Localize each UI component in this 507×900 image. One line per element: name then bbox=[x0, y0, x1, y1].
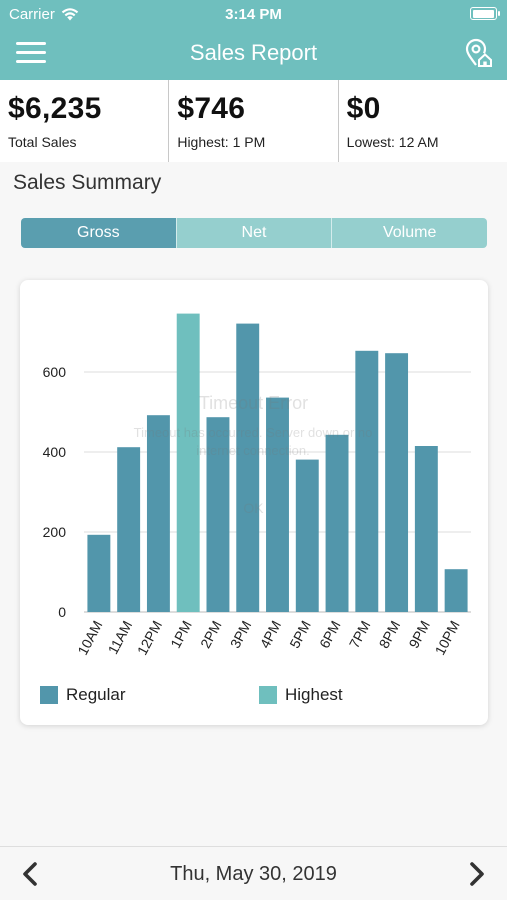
x-tick-label-10AM: 10AM bbox=[74, 618, 105, 658]
stats-row: $6,235 Total Sales $746 Highest: 1 PM $0… bbox=[0, 80, 507, 162]
x-tick-label-12PM: 12PM bbox=[134, 618, 165, 658]
bar-regular-7PM bbox=[355, 350, 379, 612]
x-tick-label-4PM: 4PM bbox=[257, 618, 285, 651]
bar-regular-6PM bbox=[325, 434, 349, 612]
bar-regular-9PM bbox=[414, 446, 438, 612]
legend-swatch-regular bbox=[40, 686, 58, 704]
x-tick-label-11AM: 11AM bbox=[104, 618, 135, 657]
nav-bar: Sales Report bbox=[0, 30, 507, 78]
x-tick-label-7PM: 7PM bbox=[346, 618, 374, 651]
chart-card: 0 200 400 600 10AM 11AM 12PM 1PM 2PM 3PM 4PM 5PM 6PM… bbox=[20, 280, 488, 725]
bar-regular-10AM bbox=[87, 534, 111, 612]
bar-regular-10PM bbox=[444, 569, 468, 612]
segmented-control: Gross Net Volume bbox=[21, 218, 487, 248]
page-title: Sales Report bbox=[189, 40, 318, 65]
x-tick-label-9PM: 9PM bbox=[405, 618, 433, 651]
x-tick-label-1PM: 1PM bbox=[167, 618, 195, 651]
bar-regular-3PM bbox=[236, 323, 260, 612]
carrier-label: Carrier bbox=[9, 6, 55, 23]
current-date: Thu, May 30, 2019 bbox=[170, 863, 337, 885]
location-store-icon[interactable] bbox=[463, 38, 493, 68]
highest-label: Highest: 1 PM bbox=[177, 134, 266, 150]
section-title: Sales Summary bbox=[13, 171, 162, 194]
bar-regular-4PM bbox=[266, 397, 289, 612]
segment-net[interactable]: Net bbox=[175, 218, 332, 248]
status-time: 3:14 PM bbox=[225, 6, 282, 23]
y-tick-label-400: 400 bbox=[43, 444, 67, 460]
lowest-value: $0 bbox=[346, 92, 381, 125]
lowest-stat: $0 Lowest: 12 AM bbox=[337, 80, 507, 162]
x-tick-label-10PM: 10PM bbox=[431, 618, 462, 658]
segment-volume[interactable]: Volume bbox=[331, 218, 487, 248]
hamburger-menu-icon[interactable] bbox=[16, 42, 46, 64]
y-tick-label-200: 200 bbox=[43, 524, 67, 540]
status-bar: Carrier 3:14 PM bbox=[0, 0, 507, 28]
legend-label-highest: Highest bbox=[285, 685, 343, 704]
total-sales-stat: $6,235 Total Sales bbox=[0, 80, 168, 162]
legend-swatch-highest bbox=[259, 686, 277, 704]
timeout-error-title: Timeout Error bbox=[198, 393, 309, 413]
timeout-error-message: Timeout has occurred. Server down or no … bbox=[133, 425, 373, 458]
bar-regular-5PM bbox=[295, 459, 319, 612]
chevron-left-icon[interactable] bbox=[18, 860, 44, 888]
app-header: Carrier 3:14 PM Sales Report bbox=[0, 0, 507, 80]
x-tick-label-3PM: 3PM bbox=[227, 618, 255, 651]
battery-icon bbox=[470, 7, 500, 20]
wifi-icon bbox=[61, 8, 79, 21]
x-tick-label-5PM: 5PM bbox=[286, 618, 314, 651]
carrier-indicator: Carrier bbox=[9, 6, 79, 23]
bar-highest-1PM bbox=[176, 313, 200, 612]
lowest-label: Lowest: 12 AM bbox=[346, 134, 439, 150]
legend-highest: Highest bbox=[259, 685, 343, 705]
chevron-right-icon[interactable] bbox=[463, 860, 489, 888]
x-tick-label-2PM: 2PM bbox=[197, 618, 225, 651]
bar-regular-11AM bbox=[117, 447, 141, 612]
y-tick-label-0: 0 bbox=[58, 604, 66, 620]
highest-stat: $746 Highest: 1 PM bbox=[168, 80, 337, 162]
bar-regular-8PM bbox=[385, 353, 409, 612]
legend-regular: Regular bbox=[40, 685, 126, 705]
total-sales-value: $6,235 bbox=[8, 92, 102, 125]
total-sales-label: Total Sales bbox=[8, 134, 77, 150]
y-tick-label-600: 600 bbox=[43, 364, 67, 380]
segment-gross[interactable]: Gross bbox=[21, 218, 176, 248]
battery-level bbox=[472, 9, 494, 18]
highest-value: $746 bbox=[177, 92, 246, 125]
legend-label-regular: Regular bbox=[66, 685, 126, 704]
date-navigator: Thu, May 30, 2019 bbox=[0, 846, 507, 900]
x-tick-label-6PM: 6PM bbox=[316, 618, 344, 651]
x-tick-label-8PM: 8PM bbox=[376, 618, 404, 651]
timeout-ok-button[interactable]: OK bbox=[243, 500, 264, 516]
bar-regular-2PM bbox=[206, 417, 230, 612]
bar-regular-12PM bbox=[146, 415, 170, 612]
